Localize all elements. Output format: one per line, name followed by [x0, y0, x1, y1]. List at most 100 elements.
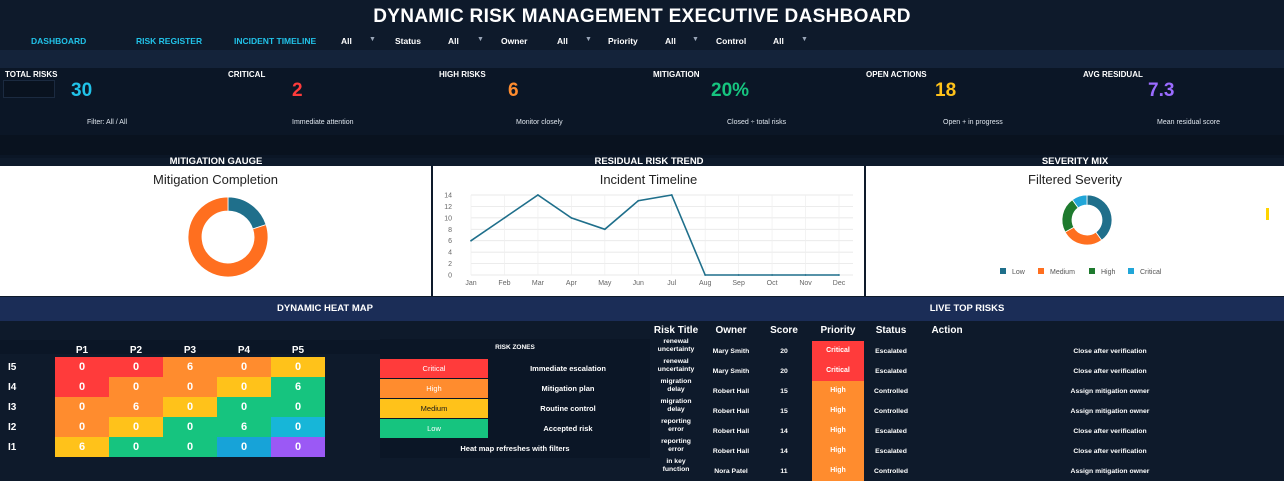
heatmap-cell[interactable]: 0 [163, 377, 217, 397]
heatmap-cell[interactable]: 0 [217, 357, 271, 377]
donut-slice-remaining[interactable] [187, 196, 269, 278]
risk-action[interactable]: Assign mitigation owner [1070, 388, 1150, 395]
heatmap-cell[interactable]: 0 [109, 357, 163, 377]
table-row[interactable]: reporting error Robert Hall 14 High Escalated… [650, 438, 1284, 461]
col-status[interactable]: Status [875, 325, 907, 336]
kpi-filter-box [3, 80, 55, 98]
heatmap-cell[interactable]: 0 [217, 377, 271, 397]
risk-action[interactable]: Close after verification [1073, 428, 1147, 435]
risk-action[interactable]: Close after verification [1073, 448, 1147, 455]
risk-score: 15 [780, 408, 788, 415]
risk-owner: Robert Hall [712, 408, 750, 415]
heatmap-cell[interactable]: 0 [163, 417, 217, 437]
heatmap-cell[interactable]: 0 [55, 377, 109, 397]
kpi-open-actions-sub: Open + in progress [943, 119, 1003, 126]
priority-filter-label: Priority [608, 36, 638, 46]
risk-title-line2: delay [667, 386, 685, 393]
chevron-down-icon[interactable]: ▼ [369, 36, 376, 43]
incident-point[interactable] [771, 274, 773, 276]
table-row[interactable]: migration delay Robert Hall 15 High Controlle… [650, 398, 1284, 421]
heatmap-cell[interactable]: 6 [55, 437, 109, 457]
incident-point[interactable] [838, 274, 840, 276]
incident-point[interactable] [570, 216, 573, 219]
risk-action[interactable]: Close after verification [1073, 368, 1147, 375]
control-filter-value[interactable]: All [773, 36, 784, 46]
heatmap-cell[interactable]: 6 [271, 377, 325, 397]
col-owner[interactable]: Owner [715, 325, 747, 336]
status-filter-value[interactable]: All [448, 36, 459, 46]
section-toprisks-title: LIVE TOP RISKS [929, 303, 1005, 314]
nav-dashboard[interactable]: DASHBOARD [31, 36, 87, 46]
owner-filter-value[interactable]: All [557, 36, 568, 46]
y-tick-label: 8 [448, 227, 452, 234]
incident-point[interactable] [537, 194, 539, 196]
heatmap-cell[interactable]: 0 [217, 397, 271, 417]
incident-point[interactable] [637, 199, 640, 202]
filter-timeline-value[interactable]: All [341, 36, 352, 46]
heatmap-cell[interactable]: 0 [271, 437, 325, 457]
heatmap-cell[interactable]: 6 [217, 417, 271, 437]
priority-filter-value[interactable]: All [665, 36, 676, 46]
col-risk-title[interactable]: Risk Title [653, 325, 699, 336]
col-score[interactable]: Score [770, 325, 798, 336]
owner-filter-label: Owner [501, 36, 528, 46]
heatmap-cell[interactable]: 0 [55, 397, 109, 417]
heatmap-cell[interactable]: 6 [163, 357, 217, 377]
col-action[interactable]: Action [931, 325, 963, 336]
heatmap-cell[interactable]: 6 [109, 397, 163, 417]
zone-medium: Medium [380, 399, 488, 418]
heatmap-cell[interactable]: 0 [271, 417, 325, 437]
table-row[interactable]: migration delay Robert Hall 15 High Controlle… [650, 378, 1284, 401]
severity-slice-medium[interactable] [1064, 226, 1103, 246]
incident-point[interactable] [704, 274, 707, 276]
incident-point[interactable] [737, 274, 740, 276]
col-priority[interactable]: Priority [820, 325, 856, 336]
heatmap-cell[interactable]: 0 [109, 437, 163, 457]
legend-label-critical: Critical [1140, 269, 1162, 276]
nav-risk-register[interactable]: RISK REGISTER [136, 36, 203, 46]
heatmap-cell[interactable]: 0 [163, 437, 217, 457]
table-row[interactable]: in key function Nora Patel 11 High Controlled… [650, 458, 1284, 481]
nav-incident-timeline[interactable]: INCIDENT TIMELINE [234, 36, 317, 46]
heatmap-cell[interactable]: 0 [55, 357, 109, 377]
severity-slice-critical[interactable] [1071, 194, 1088, 209]
incident-point[interactable] [503, 216, 506, 219]
heatmap-cell[interactable]: 0 [271, 357, 325, 377]
table-row[interactable]: reporting error Robert Hall 14 High Escalated… [650, 418, 1284, 441]
heatmap-cell[interactable]: 0 [163, 397, 217, 417]
kpi-mitigation-label: MITIGATION [653, 70, 700, 79]
risk-status: Escalated [875, 448, 907, 455]
heatmap-row-label: I4 [8, 382, 17, 393]
risk-title-line2: error [668, 446, 684, 453]
incident-point[interactable] [470, 239, 472, 242]
heatmap-col-p4: P4 [237, 345, 251, 356]
heatmap-col-p2: P2 [129, 345, 143, 356]
incident-point[interactable] [804, 274, 807, 276]
heatmap-cell[interactable]: 0 [109, 377, 163, 397]
heatmap-cell[interactable]: 0 [109, 417, 163, 437]
incident-series-line[interactable] [470, 194, 839, 276]
kpi-total-value: 30 [71, 80, 93, 101]
incident-point[interactable] [670, 194, 673, 196]
donut-slice-complete[interactable] [227, 196, 267, 230]
risk-action[interactable]: Assign mitigation owner [1070, 408, 1150, 415]
risk-title-line1: renewal [663, 358, 689, 365]
chevron-down-icon[interactable]: ▼ [692, 36, 699, 43]
risk-score: 11 [780, 468, 788, 475]
heatmap-cell[interactable]: 0 [55, 417, 109, 437]
risk-action[interactable]: Assign mitigation owner [1070, 468, 1150, 475]
table-row[interactable]: renewal uncertainty Mary Smith 20 Critical Es… [650, 338, 1284, 361]
chevron-down-icon[interactable]: ▼ [801, 36, 808, 43]
chevron-down-icon[interactable]: ▼ [477, 36, 484, 43]
mitigation-gauge-panel: Mitigation Completion [0, 166, 431, 296]
heatmap-cell[interactable]: 0 [217, 437, 271, 457]
y-tick-label: 14 [444, 193, 452, 200]
heatmap-cell[interactable]: 0 [271, 397, 325, 417]
x-tick-label: Jan [465, 280, 476, 287]
table-row[interactable]: renewal uncertainty Mary Smith 20 Critical Es… [650, 358, 1284, 381]
severity-slice-low[interactable] [1086, 194, 1113, 241]
incident-point[interactable] [603, 228, 606, 231]
chevron-down-icon[interactable]: ▼ [585, 36, 592, 43]
risk-action[interactable]: Close after verification [1073, 348, 1147, 355]
x-tick-label: Jul [667, 280, 676, 287]
